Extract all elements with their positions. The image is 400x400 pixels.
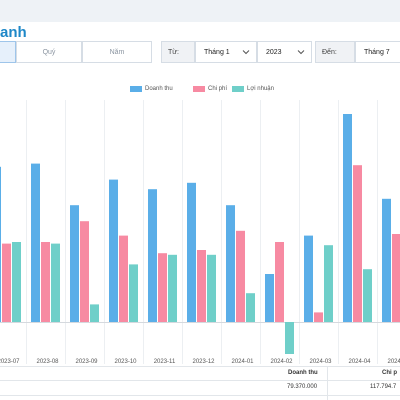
bar-profit-2024-01[interactable] — [246, 293, 255, 322]
x-tick-label: 2023-10 — [114, 359, 137, 365]
x-tick-label: 2024-04 — [348, 359, 371, 365]
bar-profit-2023-09[interactable] — [90, 304, 99, 322]
bar-revenue-2024-05[interactable] — [382, 198, 391, 322]
summary-table — [0, 366, 400, 400]
bar-revenue-2023-08[interactable] — [31, 163, 40, 322]
legend-swatch-profit — [232, 86, 244, 92]
bar-profit-2024-03[interactable] — [324, 245, 333, 322]
bar-profit-2024-02[interactable] — [285, 322, 294, 354]
legend-swatch-cost — [193, 86, 205, 92]
bar-cost-2024-01[interactable] — [236, 230, 245, 322]
bar-cost-2023-09[interactable] — [80, 221, 89, 322]
top-bar — [0, 0, 400, 22]
legend-label-revenue: Doanh thu — [145, 86, 173, 92]
legend-item-cost[interactable]: Chi phí — [193, 84, 227, 94]
to-month-select[interactable]: Tháng 7 — [355, 41, 400, 63]
bar-cost-2024-05[interactable] — [392, 234, 400, 322]
bar-cost-2024-04[interactable] — [353, 165, 362, 322]
bar-revenue-2023-07[interactable] — [0, 166, 1, 322]
legend-item-profit[interactable]: Lợi nhuận — [232, 84, 274, 94]
legend-swatch-revenue — [130, 86, 142, 92]
x-tick-label: 2023-08 — [36, 359, 59, 365]
tab-month[interactable] — [0, 41, 16, 63]
bar-revenue-2023-11[interactable] — [148, 189, 157, 322]
bar-profit-2023-08[interactable] — [51, 243, 60, 322]
table-divider — [0, 380, 400, 381]
bar-cost-2024-02[interactable] — [275, 242, 284, 322]
bar-revenue-2024-03[interactable] — [304, 235, 313, 322]
x-tick-label: 2023-11 — [154, 359, 176, 365]
bar-cost-2023-11[interactable] — [158, 253, 167, 322]
table-column-divider — [327, 366, 328, 400]
chevron-down-icon — [297, 50, 305, 55]
table-divider — [0, 395, 400, 396]
table-header-cost: Chi p — [382, 370, 397, 376]
from-year-select[interactable]: 2023 — [257, 41, 312, 63]
legend-label-profit: Lợi nhuận — [247, 86, 274, 92]
bar-cost-2023-10[interactable] — [119, 235, 128, 322]
bar-chart: 2023-07 2023-08 2023-09 2023-10 2023-11 2023-… — [0, 100, 400, 365]
bar-cost-2024-03[interactable] — [314, 312, 323, 322]
page-title: anh — [0, 24, 27, 41]
bar-profit-2023-10[interactable] — [129, 264, 138, 322]
x-tick-label: 2024-01 — [231, 359, 254, 365]
bar-profit-2023-07[interactable] — [12, 242, 21, 322]
table-cell-cost: 117.794.7 — [370, 384, 397, 390]
bar-cost-2023-12[interactable] — [197, 250, 206, 322]
bar-revenue-2024-01[interactable] — [226, 205, 235, 322]
to-label: Đến: — [315, 41, 355, 63]
legend-item-revenue[interactable]: Doanh thu — [130, 84, 173, 94]
x-tick-label: 2024-02 — [270, 359, 293, 365]
x-tick-label: 2024-05 — [387, 359, 400, 365]
bar-profit-2024-04[interactable] — [363, 269, 372, 322]
bar-revenue-2023-09[interactable] — [70, 205, 79, 322]
bar-revenue-2024-02[interactable] — [265, 274, 274, 322]
bar-profit-2023-11[interactable] — [168, 254, 177, 322]
bar-revenue-2024-04[interactable] — [343, 114, 352, 322]
bar-profit-2023-12[interactable] — [207, 254, 216, 322]
from-month-value: Tháng 1 — [204, 48, 230, 56]
x-tick-label: 2023-09 — [75, 359, 98, 365]
bar-cost-2023-08[interactable] — [41, 242, 50, 322]
chart-legend: Doanh thu Chi phí Lợi nhuận — [0, 84, 400, 94]
to-month-value: Tháng 7 — [364, 48, 390, 56]
x-tick-label: 2023-07 — [0, 359, 20, 365]
tab-year[interactable]: Năm — [82, 41, 152, 63]
x-tick-label: 2023-12 — [192, 359, 215, 365]
table-cell-revenue: 79.370.000 — [287, 384, 318, 390]
x-tick-label: 2024-03 — [309, 359, 332, 365]
from-year-value: 2023 — [266, 48, 282, 56]
bar-revenue-2023-12[interactable] — [187, 182, 196, 322]
bar-cost-2023-07[interactable] — [2, 243, 11, 322]
bar-revenue-2023-10[interactable] — [109, 179, 118, 322]
from-month-select[interactable]: Tháng 1 — [195, 41, 257, 63]
from-label: Từ: — [161, 41, 195, 63]
legend-label-cost: Chi phí — [208, 86, 228, 92]
tab-quarter[interactable]: Quý — [16, 41, 82, 63]
chevron-down-icon — [242, 50, 250, 55]
table-header-revenue: Doanh thu — [288, 370, 318, 376]
